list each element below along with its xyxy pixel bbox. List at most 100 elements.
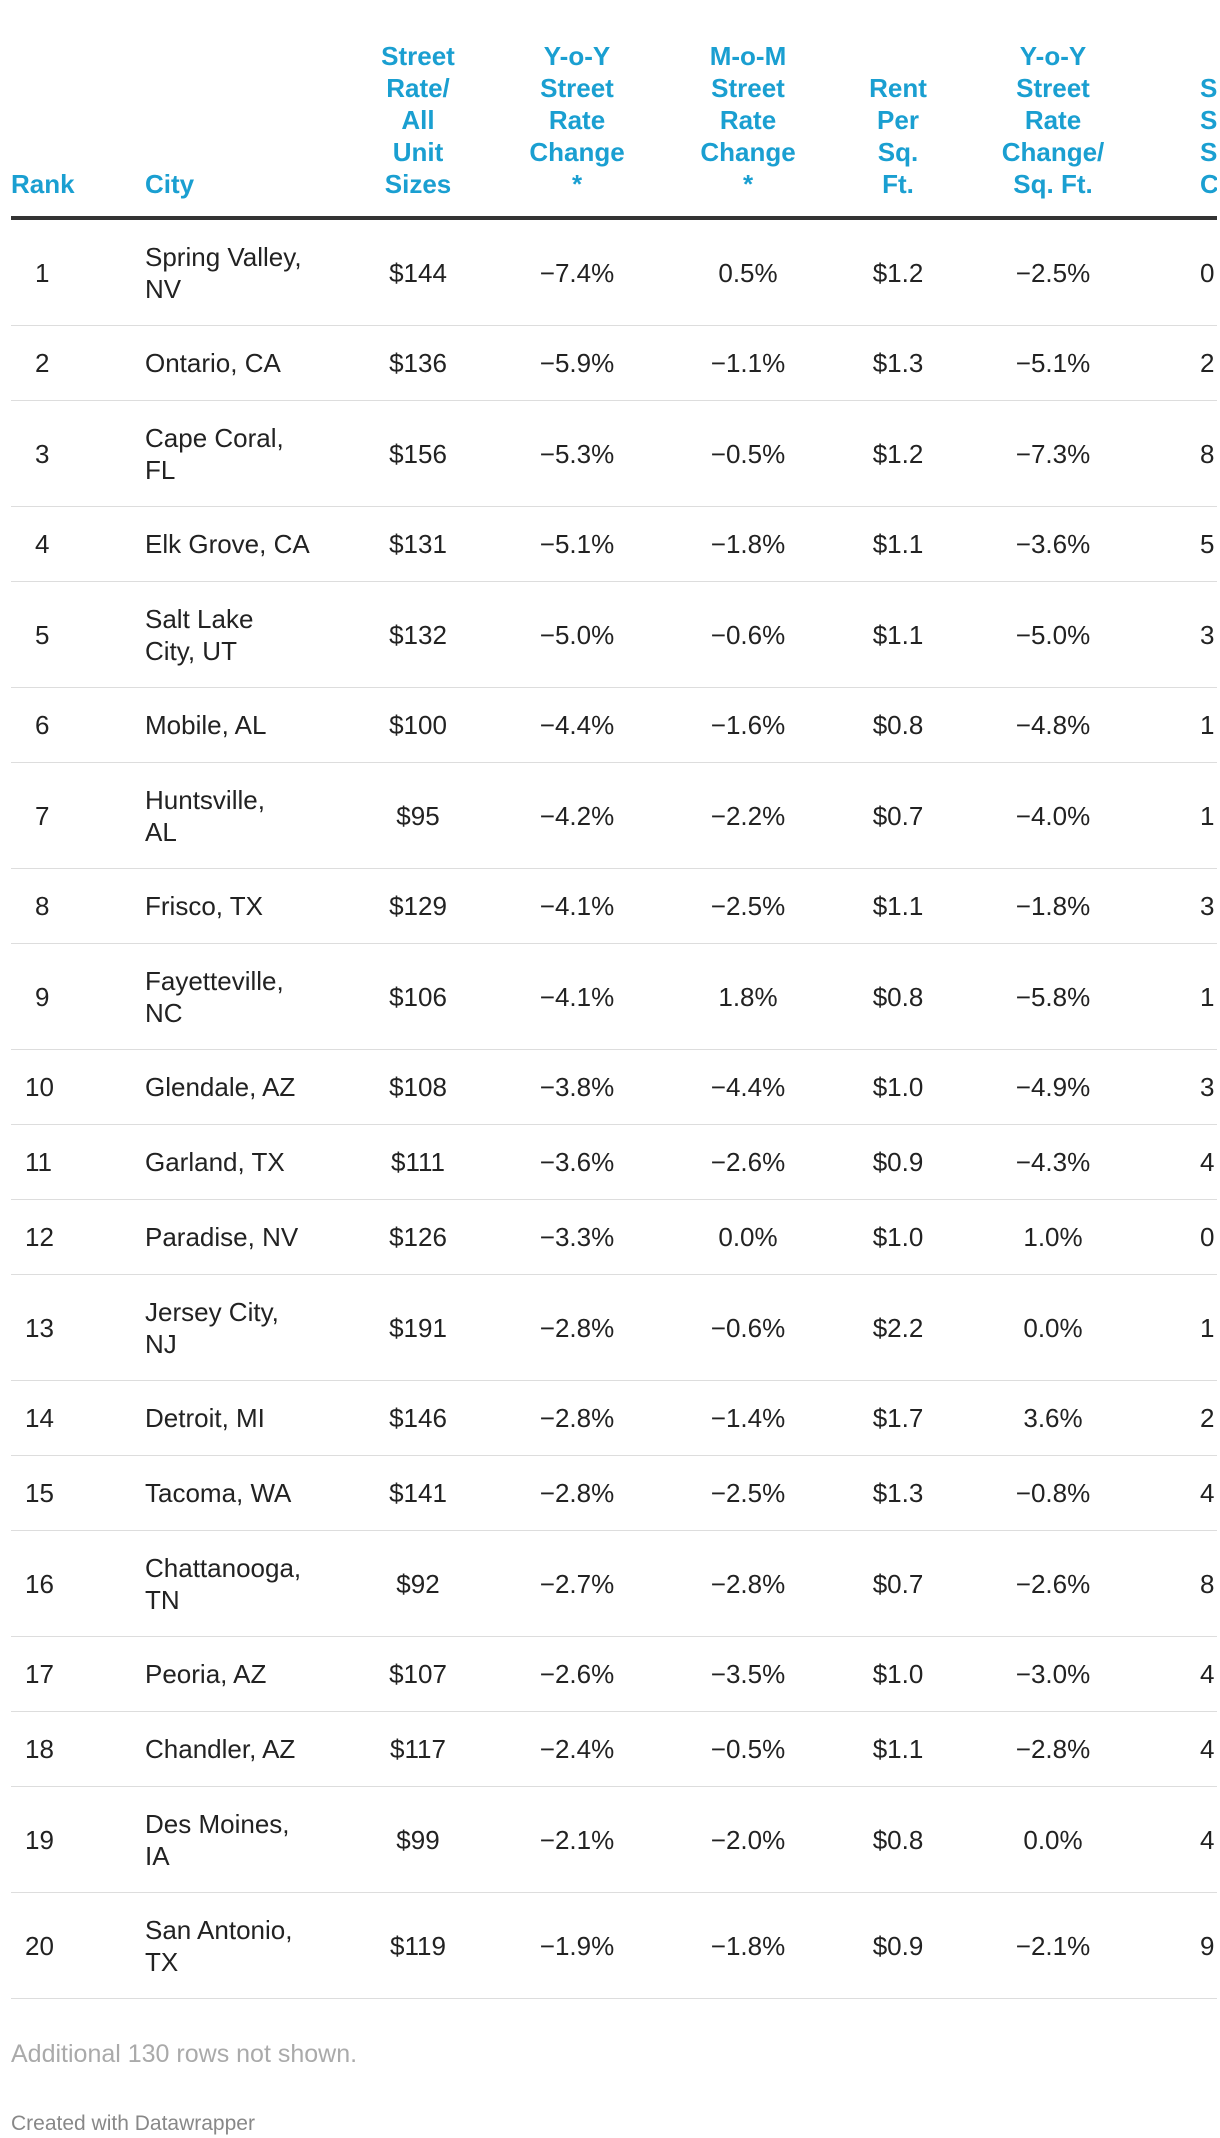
- table-row: 2 Ontario, CA $136 −5.9% −1.1% $1.3 −5.1% 2: [11, 325, 1217, 401]
- table-cell: $92: [350, 1530, 486, 1637]
- table-row: 9 Fayetteville, NC $106 −4.1% 1.8% $0.8 −5.8% 1: [11, 943, 1217, 1050]
- table-cell: $0.9: [828, 1892, 968, 1999]
- table-cell: 12: [11, 1199, 145, 1275]
- table-cell: 11: [11, 1124, 145, 1200]
- table-body: 1 Spring Valley, NV $144 −7.4% 0.5% $1.2 −2.5%…: [11, 218, 1217, 1999]
- table-cell: 10: [11, 1049, 145, 1125]
- table-cell: −2.6%: [668, 1124, 828, 1200]
- table-cell: $1.1: [828, 581, 968, 688]
- table-cell: Spring Valley, NV: [145, 218, 350, 326]
- column-header: S Sto Sq Ca: [1138, 40, 1217, 220]
- table-cell: −2.5%: [968, 218, 1138, 326]
- table-cell: 4: [1138, 1786, 1217, 1893]
- table-cell: 16: [11, 1530, 145, 1637]
- table-cell: $141: [350, 1455, 486, 1531]
- table-cell: $99: [350, 1786, 486, 1893]
- table-cell: Ontario, CA: [145, 325, 350, 401]
- table-row: 12 Paradise, NV $126 −3.3% 0.0% $1.0 1.0% 0: [11, 1199, 1217, 1275]
- table-cell: 5: [11, 581, 145, 688]
- table-cell: $191: [350, 1274, 486, 1381]
- table-cell: Frisco, TX: [145, 868, 350, 944]
- table-cell: Des Moines, IA: [145, 1786, 350, 1893]
- table-cell: 1: [1138, 762, 1217, 869]
- table-cell: San Antonio, TX: [145, 1892, 350, 1999]
- table-cell: Tacoma, WA: [145, 1455, 350, 1531]
- column-header: Y-o-Y Street Rate Change/ Sq. Ft.: [968, 40, 1138, 220]
- table-cell: −3.8%: [486, 1049, 668, 1125]
- table-cell: $132: [350, 581, 486, 688]
- table-cell: −5.0%: [486, 581, 668, 688]
- table-cell: Glendale, AZ: [145, 1049, 350, 1125]
- table-cell: 5: [1138, 506, 1217, 582]
- table-cell: $1.0: [828, 1636, 968, 1712]
- table-cell: 15: [11, 1455, 145, 1531]
- table-row: 14 Detroit, MI $146 −2.8% −1.4% $1.7 3.6% 2: [11, 1380, 1217, 1456]
- table-cell: Peoria, AZ: [145, 1636, 350, 1712]
- table-row: 15 Tacoma, WA $141 −2.8% −2.5% $1.3 −0.8% 4: [11, 1455, 1217, 1531]
- table-cell: −0.8%: [968, 1455, 1138, 1531]
- table-row: 1 Spring Valley, NV $144 −7.4% 0.5% $1.2 −2.5%…: [11, 218, 1217, 326]
- table-cell: $144: [350, 218, 486, 326]
- table-cell: −4.4%: [486, 687, 668, 763]
- column-header: Rank: [11, 40, 145, 220]
- table-cell: 7: [11, 762, 145, 869]
- table-row: 10 Glendale, AZ $108 −3.8% −4.4% $1.0 −4.9% 3: [11, 1049, 1217, 1125]
- table-cell: 3.6%: [968, 1380, 1138, 1456]
- table-cell: $1.2: [828, 400, 968, 507]
- table-cell: 0: [1138, 218, 1217, 326]
- table-cell: −1.6%: [668, 687, 828, 763]
- footer-note: Additional 130 rows not shown.: [11, 2040, 358, 2068]
- table-row: 17 Peoria, AZ $107 −2.6% −3.5% $1.0 −3.0% 4: [11, 1636, 1217, 1712]
- table-cell: −1.8%: [668, 1892, 828, 1999]
- table-cell: $111: [350, 1124, 486, 1200]
- table-cell: $126: [350, 1199, 486, 1275]
- table-cell: $0.8: [828, 943, 968, 1050]
- table-cell: 19: [11, 1786, 145, 1893]
- table-row: 6 Mobile, AL $100 −4.4% −1.6% $0.8 −4.8% 1: [11, 687, 1217, 763]
- table-cell: Cape Coral, FL: [145, 400, 350, 507]
- table-cell: 1.8%: [668, 943, 828, 1050]
- table-cell: $1.7: [828, 1380, 968, 1456]
- table-cell: −5.9%: [486, 325, 668, 401]
- table-cell: $1.1: [828, 1711, 968, 1787]
- table-wrap: Rank City Street Rate/ All Unit Sizes Y-o-Y…: [11, 40, 1217, 1999]
- table-cell: 1: [11, 218, 145, 326]
- table-cell: $1.1: [828, 506, 968, 582]
- table-row: 7 Huntsville, AL $95 −4.2% −2.2% $0.7 −4.0% 1: [11, 762, 1217, 869]
- table-cell: $0.8: [828, 1786, 968, 1893]
- table-cell: $100: [350, 687, 486, 763]
- table-cell: 1: [1138, 687, 1217, 763]
- table: Rank City Street Rate/ All Unit Sizes Y-o-Y…: [11, 40, 1217, 1999]
- table-cell: Paradise, NV: [145, 1199, 350, 1275]
- table-cell: $95: [350, 762, 486, 869]
- table-cell: −1.1%: [668, 325, 828, 401]
- table-cell: 9: [1138, 1892, 1217, 1999]
- table-cell: $108: [350, 1049, 486, 1125]
- table-cell: 2: [1138, 325, 1217, 401]
- table-cell: $0.8: [828, 687, 968, 763]
- table-cell: −4.3%: [968, 1124, 1138, 1200]
- table-cell: −1.8%: [668, 506, 828, 582]
- table-cell: −5.8%: [968, 943, 1138, 1050]
- table-row: 18 Chandler, AZ $117 −2.4% −0.5% $1.1 −2.8% 4: [11, 1711, 1217, 1787]
- table-cell: 14: [11, 1380, 145, 1456]
- table-cell: $117: [350, 1711, 486, 1787]
- header-row: Rank City Street Rate/ All Unit Sizes Y-o-Y…: [11, 40, 1217, 220]
- table-cell: $1.2: [828, 218, 968, 326]
- table-cell: Garland, TX: [145, 1124, 350, 1200]
- table-cell: 0.5%: [668, 218, 828, 326]
- table-cell: $1.3: [828, 1455, 968, 1531]
- table-cell: 4: [1138, 1455, 1217, 1531]
- table-cell: 13: [11, 1274, 145, 1381]
- table-cell: $119: [350, 1892, 486, 1999]
- table-cell: $1.1: [828, 868, 968, 944]
- table-cell: −2.5%: [668, 868, 828, 944]
- table-cell: −4.1%: [486, 943, 668, 1050]
- table-row: 4 Elk Grove, CA $131 −5.1% −1.8% $1.1 −3.6% 5: [11, 506, 1217, 582]
- table-cell: 17: [11, 1636, 145, 1712]
- table-cell: −2.7%: [486, 1530, 668, 1637]
- table-cell: −2.6%: [486, 1636, 668, 1712]
- table-cell: 0.0%: [668, 1199, 828, 1275]
- table-cell: −2.0%: [668, 1786, 828, 1893]
- table-cell: Chattanooga, TN: [145, 1530, 350, 1637]
